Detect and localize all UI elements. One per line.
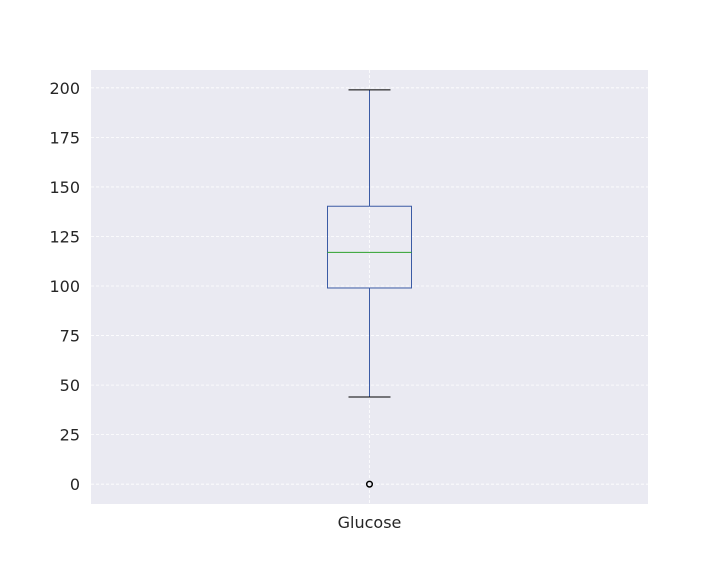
y-axis-ticks: 0 25 50 75 100 125 150 175 200 — [49, 79, 80, 494]
y-tick-label: 0 — [70, 475, 80, 494]
y-tick-label: 150 — [49, 178, 80, 197]
y-tick-label: 125 — [49, 227, 80, 246]
y-tick-label: 175 — [49, 128, 80, 147]
y-tick-label: 75 — [60, 327, 80, 346]
x-tick-label: Glucose — [338, 513, 402, 532]
iqr-box — [327, 205, 412, 289]
x-axis-ticks: Glucose — [338, 513, 402, 532]
grid-lines — [91, 70, 648, 504]
y-tick-label: 25 — [60, 426, 80, 445]
outlier-point — [365, 480, 374, 488]
y-tick-label: 50 — [60, 376, 80, 395]
y-tick-label: 200 — [49, 79, 80, 98]
y-tick-label: 100 — [49, 277, 80, 296]
box-group — [327, 89, 412, 488]
